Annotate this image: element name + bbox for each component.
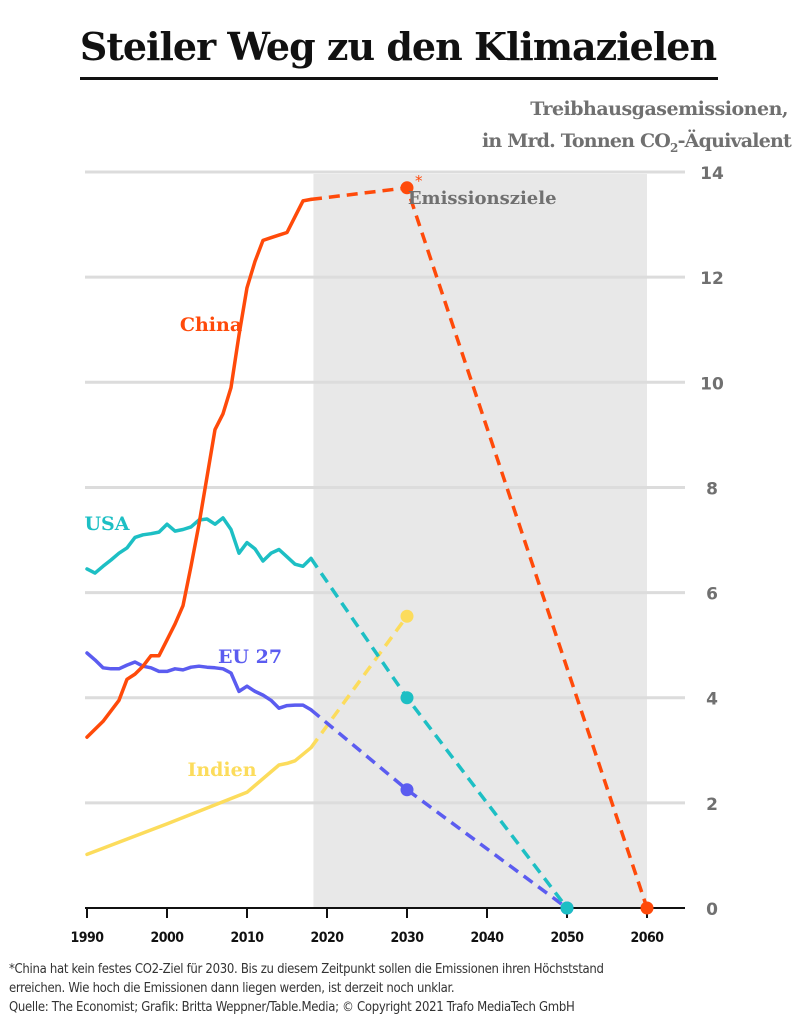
y-axis-label-post: -Äquivalent [677,130,792,152]
x-tick-label: 2060 [630,930,664,946]
marker-indien-2030 [400,609,414,623]
x-tick-label: 2000 [150,930,184,946]
marker-china-2060 [640,901,654,915]
y-axis-label-pre: in Mrd. Tonnen CO [481,130,671,152]
series-eu-27-line [85,651,313,712]
series-eu-27-projection [309,708,569,910]
series-label-china: China [180,314,242,336]
footnote-line1: *China hat kein festes CO2-Ziel für 2030… [9,962,604,977]
y-tick-label: 12 [700,269,724,289]
chart-title: Steiler Weg zu den Klimazielen [79,24,717,69]
series-indien-line [85,745,313,857]
x-tick-label: 2040 [470,930,504,946]
y-tick-label: 14 [700,164,724,184]
series-label-indien: Indien [187,759,256,781]
shaded-region-emissionsziele [313,174,647,908]
y-tick-label: 6 [706,585,718,605]
y-tick-label: 2 [706,795,718,815]
y-tick-label: 10 [700,374,724,394]
x-tick-label: 2050 [550,930,584,946]
series-indien-projection [309,615,409,749]
y-tick-label: 8 [706,479,718,499]
x-tick-label: 2010 [230,930,264,946]
title-divider [80,77,718,80]
series-label-usa: USA [84,513,129,535]
y-tick-label: 0 [706,900,718,920]
source-credit: Quelle: The Economist; Grafik: Britta We… [9,1000,575,1015]
series-label-eu-27: EU 27 [218,646,282,668]
line-chart: 0 2 4 6 8 10 12 14 1990 2000 2010 2020 2030 2040 2050 2… [70,164,724,946]
shaded-region-label: Emissionsziele [408,188,557,209]
y-axis-label-line1: Treibhausgasemissionen, [530,98,788,120]
marker-usa-2050 [560,901,574,915]
y-tick-label: 4 [706,690,718,710]
x-tick-label: 2020 [310,930,344,946]
y-axis-label-line2: in Mrd. Tonnen CO2-Äquivalent [481,130,792,155]
footnote-line2: erreichen. Wie hoch die Emissionen dann … [9,981,455,996]
x-tick-label: 2030 [390,930,424,946]
marker-usa-2030 [400,691,414,705]
marker-eu-27-2030 [400,783,414,797]
y-axis-label-sub: 2 [670,140,678,155]
series-china-line [85,197,313,739]
marker-china-2030 [400,181,414,195]
china-2030-footnote-asterisk: * [415,172,423,190]
x-tick-label: 1990 [70,930,104,946]
